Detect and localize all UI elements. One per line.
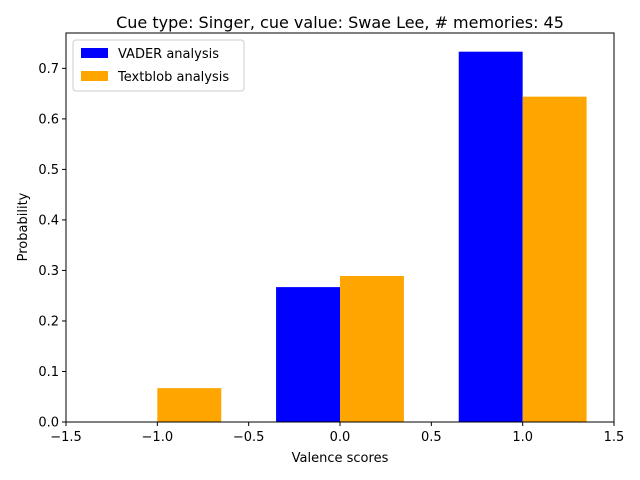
x-tick-label: 0.0 [330,430,351,445]
legend-swatch-textblob [81,71,108,81]
y-tick-label: 0.3 [38,264,59,279]
bar-vader-1 [458,51,523,422]
chart-title: Cue type: Singer, cue value: Swae Lee, #… [116,13,564,32]
x-tick-label: 1.0 [512,430,533,445]
legend-label-vader: VADER analysis [118,47,219,62]
y-tick-label: 0.6 [38,112,59,127]
legend-label-textblob: Textblob analysis [117,70,229,85]
bar-textblob-1 [522,96,587,423]
y-axis: 0.0 0.1 0.2 0.3 0.4 0.5 0.6 0.7 [38,62,66,431]
x-tick-label: −1.0 [142,430,174,445]
y-axis-label: Probability [16,192,31,261]
x-axis-label: Valence scores [292,451,389,466]
y-tick-label: 0.0 [38,416,59,431]
x-tick-label: −1.5 [50,430,82,445]
y-tick-label: 0.2 [38,314,59,329]
bars-group [157,51,587,423]
legend-swatch-vader [81,48,108,58]
y-tick-label: 0.1 [38,365,59,380]
bar-textblob-0 [340,276,404,422]
legend: VADER analysis Textblob analysis [72,39,245,92]
bar-textblob--1 [157,388,222,422]
bar-vader-0 [276,287,340,422]
x-tick-label: −0.5 [233,430,265,445]
x-tick-label: 1.5 [604,430,625,445]
legend-box [72,39,245,92]
y-tick-label: 0.5 [38,163,59,178]
y-tick-label: 0.4 [38,213,59,228]
x-tick-label: 0.5 [421,430,442,445]
y-tick-label: 0.7 [38,62,59,77]
x-axis: −1.5 −1.0 −0.5 0.0 0.5 1.0 1.5 [50,422,624,445]
